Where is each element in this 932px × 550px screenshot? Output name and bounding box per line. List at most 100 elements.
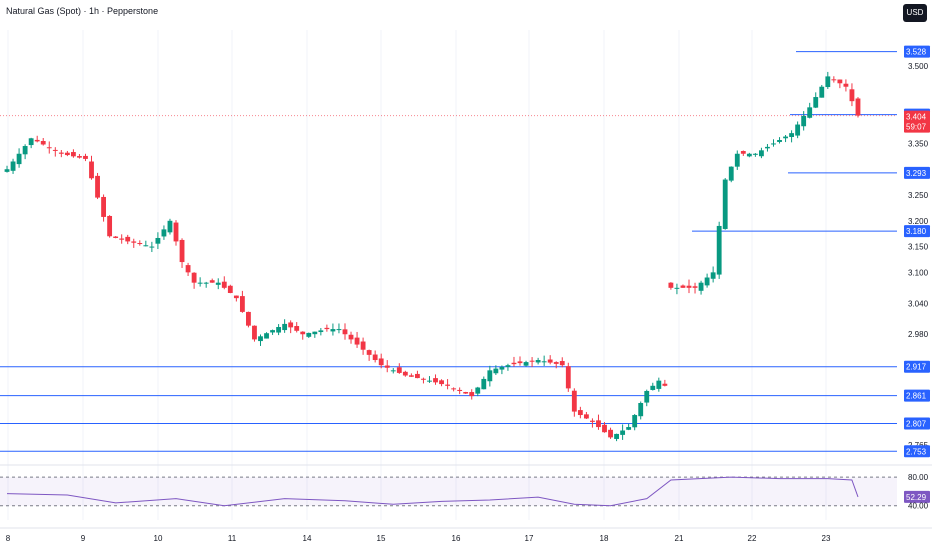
price-labels: 3.5283.4063.2933.1802.9172.8612.8072.753…: [904, 45, 930, 458]
candle-body: [77, 156, 82, 158]
candle-body: [445, 384, 451, 386]
candle-body: [825, 76, 831, 88]
time-tick-label: 9: [81, 534, 86, 543]
candle-body: [125, 236, 131, 242]
current-price-tag: [904, 110, 930, 133]
candle-body: [16, 153, 22, 165]
candle-body: [252, 325, 257, 340]
time-tick-label: 15: [377, 534, 386, 543]
candle-body: [849, 89, 855, 102]
candle-body: [722, 179, 728, 229]
price-tick-label: 2.980: [908, 330, 929, 339]
candle-body: [740, 151, 746, 154]
candle-body: [596, 420, 601, 428]
candle-body: [366, 350, 372, 355]
candle-body: [843, 83, 849, 87]
candle-body: [52, 149, 58, 151]
candle-body: [481, 378, 487, 390]
time-tick-label: 22: [748, 534, 757, 543]
candle-body: [312, 331, 318, 335]
candle-body: [451, 388, 457, 390]
time-tick-label: 10: [154, 534, 163, 543]
candle-body: [517, 361, 523, 364]
candle-body: [264, 333, 269, 339]
candle-body: [650, 385, 656, 390]
candle-body: [203, 282, 209, 284]
candle-body: [282, 323, 288, 331]
candle-body: [523, 362, 529, 366]
price-tick-label: 3.200: [908, 217, 929, 226]
candle-body: [46, 147, 52, 149]
time-tick-label: 18: [600, 534, 609, 543]
time-tick-label: 21: [675, 534, 684, 543]
candle-body: [306, 332, 312, 337]
candle-body: [143, 245, 149, 247]
candle-body: [378, 358, 384, 366]
rsi-line: [6, 476, 859, 507]
candle-body: [191, 272, 197, 283]
candle-body: [95, 175, 100, 198]
level-price-tag: [904, 417, 930, 430]
price-candles[interactable]: [4, 71, 861, 442]
candle-body: [215, 282, 221, 285]
candle-body: [34, 139, 40, 142]
candle-body: [179, 239, 185, 263]
candle-body: [638, 402, 644, 417]
candle-body: [360, 341, 366, 350]
candle-body: [421, 378, 426, 380]
candle-body: [541, 361, 547, 363]
candle-body: [626, 427, 632, 430]
candle-body: [131, 241, 137, 243]
rsi-value-tag: [904, 490, 930, 503]
candle-body: [813, 97, 819, 108]
candle-body: [698, 282, 704, 291]
candle-body: [83, 155, 88, 159]
candle-body: [433, 378, 438, 383]
price-tick-label: 40.00: [908, 502, 929, 511]
candle-body: [535, 360, 541, 363]
candle-body: [783, 136, 788, 139]
time-axis[interactable]: 8 9 10 11 14 15 16 17 18 21 22 23: [0, 527, 932, 543]
candle-body: [759, 150, 764, 157]
candle-body: [70, 152, 76, 157]
candle-body: [28, 138, 34, 146]
candle-body: [583, 414, 589, 419]
candle-body: [173, 222, 179, 242]
candle-body: [529, 360, 535, 362]
grid: [7, 30, 827, 520]
currency-button[interactable]: USD: [903, 4, 927, 22]
candle-body: [493, 368, 499, 374]
candle-body: [590, 420, 595, 422]
candle-body: [396, 367, 402, 373]
candle-body: [656, 380, 662, 389]
candle-body: [680, 285, 686, 288]
candle-body: [227, 285, 233, 293]
candle-body: [457, 389, 463, 391]
candle-body: [608, 429, 613, 438]
level-price-label: 3.180: [906, 227, 927, 236]
candle-body: [155, 237, 161, 244]
candle-body: [149, 246, 155, 248]
candle-body: [801, 115, 807, 127]
level-price-label: 3.528: [906, 48, 927, 57]
time-tick-label: 11: [228, 534, 237, 543]
level-price-tag: [904, 45, 930, 58]
candle-body: [336, 329, 342, 331]
level-price-tag: [904, 360, 930, 373]
level-price-tag: [904, 389, 930, 402]
candle-body: [819, 86, 825, 98]
candle-body: [10, 161, 16, 171]
candle-body: [499, 366, 505, 370]
support-resistance-lines: [0, 51, 897, 452]
candle-body: [632, 415, 638, 428]
candle-body: [620, 430, 626, 435]
candle-body: [777, 140, 782, 142]
candle-body: [571, 390, 577, 412]
candle-body: [239, 296, 245, 312]
candle-body: [644, 390, 650, 403]
time-tick-label: 17: [525, 534, 534, 543]
candle-body: [40, 141, 46, 145]
candle-body: [4, 169, 10, 172]
candle-body: [837, 79, 843, 84]
